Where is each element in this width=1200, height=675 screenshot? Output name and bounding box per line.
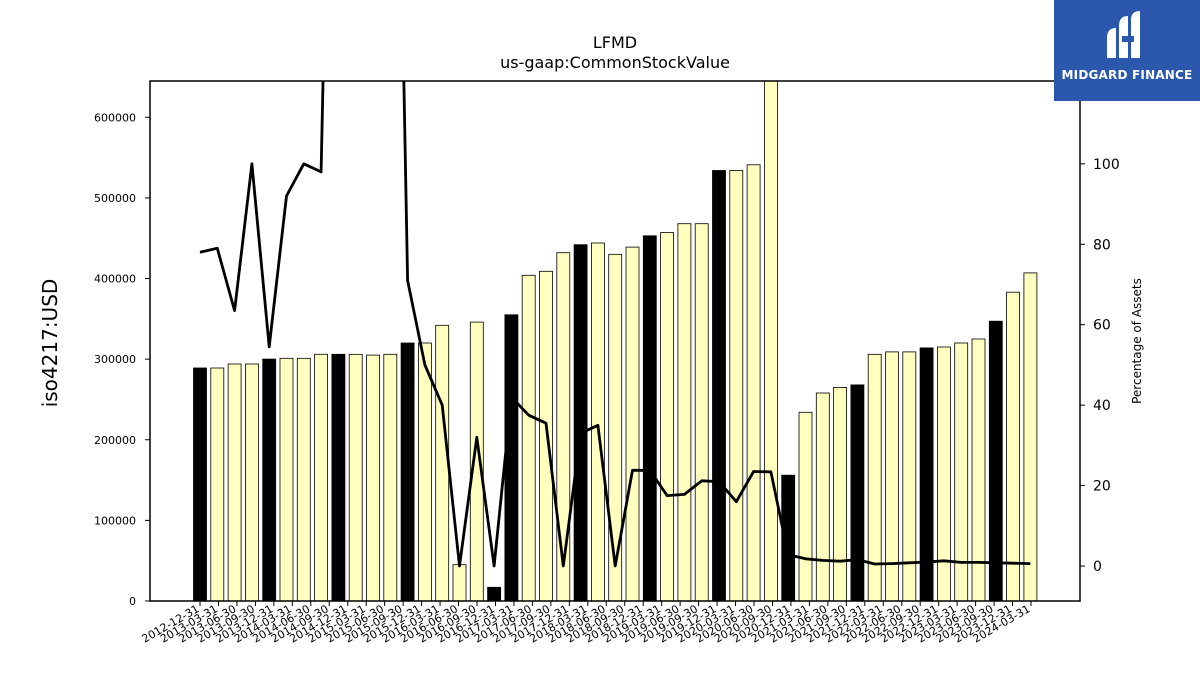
bar — [227, 363, 242, 602]
bar — [729, 170, 744, 602]
line-group — [199, 81, 1031, 568]
bar — [764, 80, 778, 602]
bar — [677, 223, 692, 602]
bar — [279, 357, 294, 602]
logo-mark-icon — [1107, 11, 1140, 58]
bar — [1023, 272, 1038, 602]
chart-subtitle: us-gaap:CommonStockValue — [500, 53, 730, 72]
bar — [539, 270, 553, 602]
plot-frame — [149, 80, 1081, 602]
bar — [366, 354, 380, 602]
y-tick-label: 500000 — [94, 192, 136, 205]
bar — [210, 367, 225, 602]
bar — [591, 242, 605, 602]
bar — [988, 320, 1003, 602]
bar — [1006, 291, 1020, 602]
bar — [331, 353, 346, 602]
bar — [383, 353, 398, 602]
bar — [348, 353, 363, 602]
y2-tick-label: 80 — [1093, 237, 1111, 253]
bar — [642, 235, 657, 602]
right-axis: 0 20 40 60 80 100 — [1080, 157, 1120, 575]
bar — [193, 367, 207, 602]
bar — [417, 342, 432, 602]
bar — [314, 353, 329, 602]
bar — [608, 253, 623, 602]
y-axis-label: iso4217:USD — [38, 279, 62, 408]
y-tick-label: 300000 — [94, 353, 136, 366]
y-tick-label: 600000 — [94, 111, 136, 124]
bar — [504, 314, 519, 602]
bar — [833, 386, 847, 602]
y2-tick-label: 40 — [1093, 398, 1111, 414]
y2-axis-label: Percentage of Assets — [1130, 278, 1144, 404]
bar — [262, 358, 277, 602]
y2-tick-label: 60 — [1093, 318, 1111, 334]
chart-title: LFMD — [593, 33, 637, 52]
bar — [573, 244, 588, 602]
x-axis: 2012-12-312013-03-312013-06-302013-09-30… — [140, 601, 1033, 646]
bar — [400, 342, 415, 602]
y2-tick-label: 20 — [1093, 479, 1111, 495]
bar — [850, 384, 865, 602]
y2-tick-label: 0 — [1093, 559, 1102, 575]
y-tick-label: 400000 — [94, 273, 136, 286]
bar — [296, 357, 311, 602]
bar — [660, 232, 674, 602]
bar — [712, 170, 726, 602]
bar — [556, 252, 571, 602]
brand-logo: MIDGARD FINANCE — [1054, 0, 1200, 101]
y-tick-label: 100000 — [94, 514, 136, 527]
bar — [937, 346, 951, 602]
bar — [746, 164, 761, 602]
y2-tick-label: 100 — [1093, 157, 1120, 173]
bar — [452, 564, 467, 602]
bar — [815, 392, 830, 602]
y-tick-label: 200000 — [94, 434, 136, 447]
bar — [521, 274, 536, 602]
logo-text: MIDGARD FINANCE — [1061, 68, 1193, 82]
y-tick-label: 0 — [129, 595, 136, 608]
bar — [487, 586, 502, 602]
bar — [798, 411, 813, 602]
bar — [435, 324, 450, 602]
bar — [625, 246, 640, 602]
left-axis: 0 100000 200000 300000 400000 500000 600000 — [94, 111, 150, 608]
series-line — [199, 81, 1031, 568]
bar — [244, 363, 259, 602]
bar — [694, 223, 709, 602]
